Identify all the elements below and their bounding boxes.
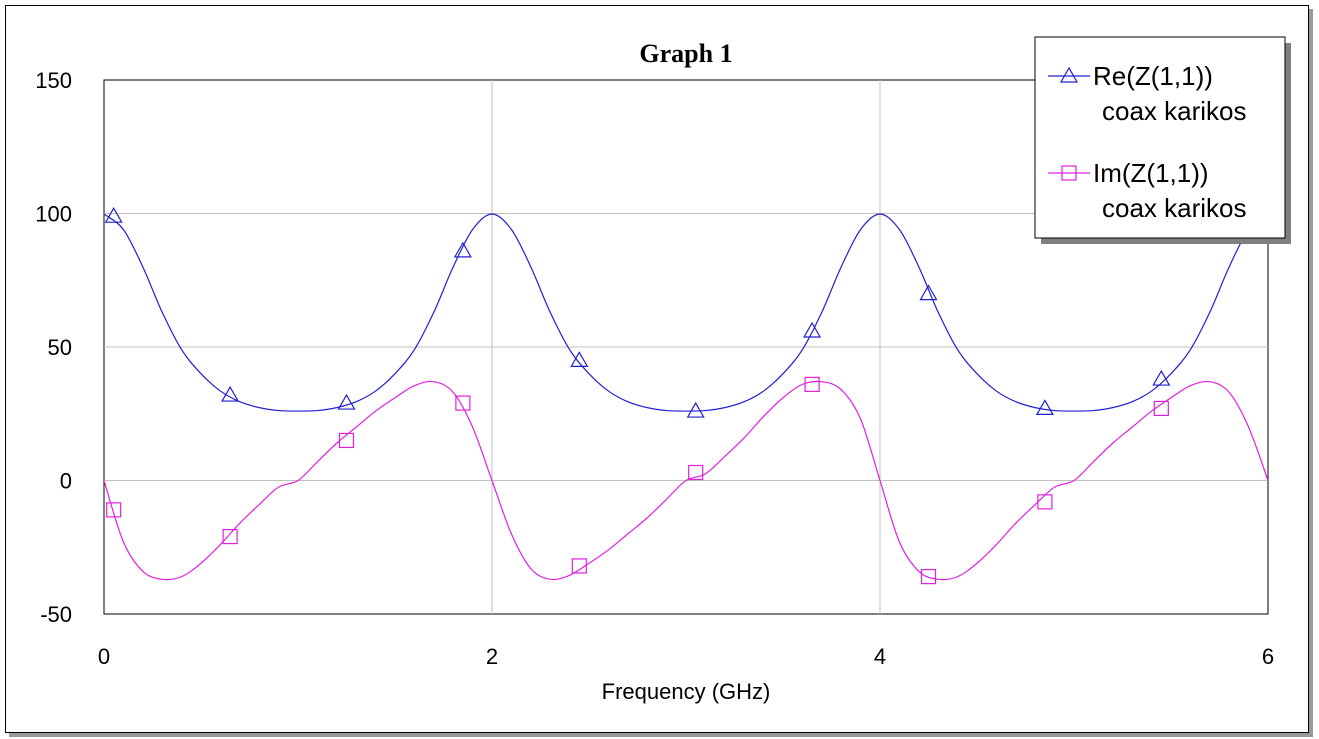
legend-series-subname: coax karikos xyxy=(1102,193,1247,223)
chart-title: Graph 1 xyxy=(639,39,732,68)
y-tick-label: -50 xyxy=(40,602,72,627)
y-tick-label: 50 xyxy=(48,335,72,360)
data-point-im xyxy=(804,376,820,392)
legend: Re(Z(1,1)) coax karikos Im(Z(1,1)) coax kar… xyxy=(1034,36,1291,244)
data-point-re xyxy=(337,393,356,410)
data-point-im xyxy=(920,569,937,585)
data-point-im xyxy=(222,528,238,545)
tick-labels: 150 100 50 0 -50 0 2 4 6 xyxy=(35,68,1274,669)
data-point-im xyxy=(688,464,704,481)
legend-series-subname: coax karikos xyxy=(1102,96,1247,126)
x-tick-label: 2 xyxy=(486,644,498,669)
data-point-re xyxy=(919,284,938,301)
legend-series-name: Im(Z(1,1)) xyxy=(1093,158,1209,188)
data-point-re xyxy=(453,241,472,258)
data-point-re xyxy=(104,206,123,223)
legend-marker xyxy=(1061,165,1077,181)
data-point-re xyxy=(221,385,240,402)
legend-series-name: Re(Z(1,1)) xyxy=(1093,61,1213,91)
data-point-im xyxy=(455,395,471,411)
data-point-re xyxy=(803,321,822,338)
data-point-re xyxy=(1152,369,1171,386)
data-point-im xyxy=(1037,494,1053,510)
data-point-im xyxy=(1153,400,1169,417)
series-line-re-z11 xyxy=(104,213,1268,412)
x-tick-label: 6 xyxy=(1262,644,1274,669)
data-point-im xyxy=(338,432,355,449)
data-point-re xyxy=(570,351,589,367)
series-line-im-z11 xyxy=(104,380,1268,581)
data-point-re xyxy=(1035,399,1054,416)
y-tick-label: 0 xyxy=(60,469,72,494)
y-tick-label: 150 xyxy=(35,68,72,93)
data-point-im xyxy=(571,558,587,574)
x-tick-label: 4 xyxy=(874,644,886,669)
legend-marker xyxy=(1059,66,1079,83)
series-layer xyxy=(104,206,1268,585)
data-point-re xyxy=(686,401,705,418)
data-point-im xyxy=(106,502,122,518)
x-tick-label: 0 xyxy=(98,644,110,669)
x-axis-label: Frequency (GHz) xyxy=(602,679,771,704)
y-tick-label: 100 xyxy=(35,202,72,227)
